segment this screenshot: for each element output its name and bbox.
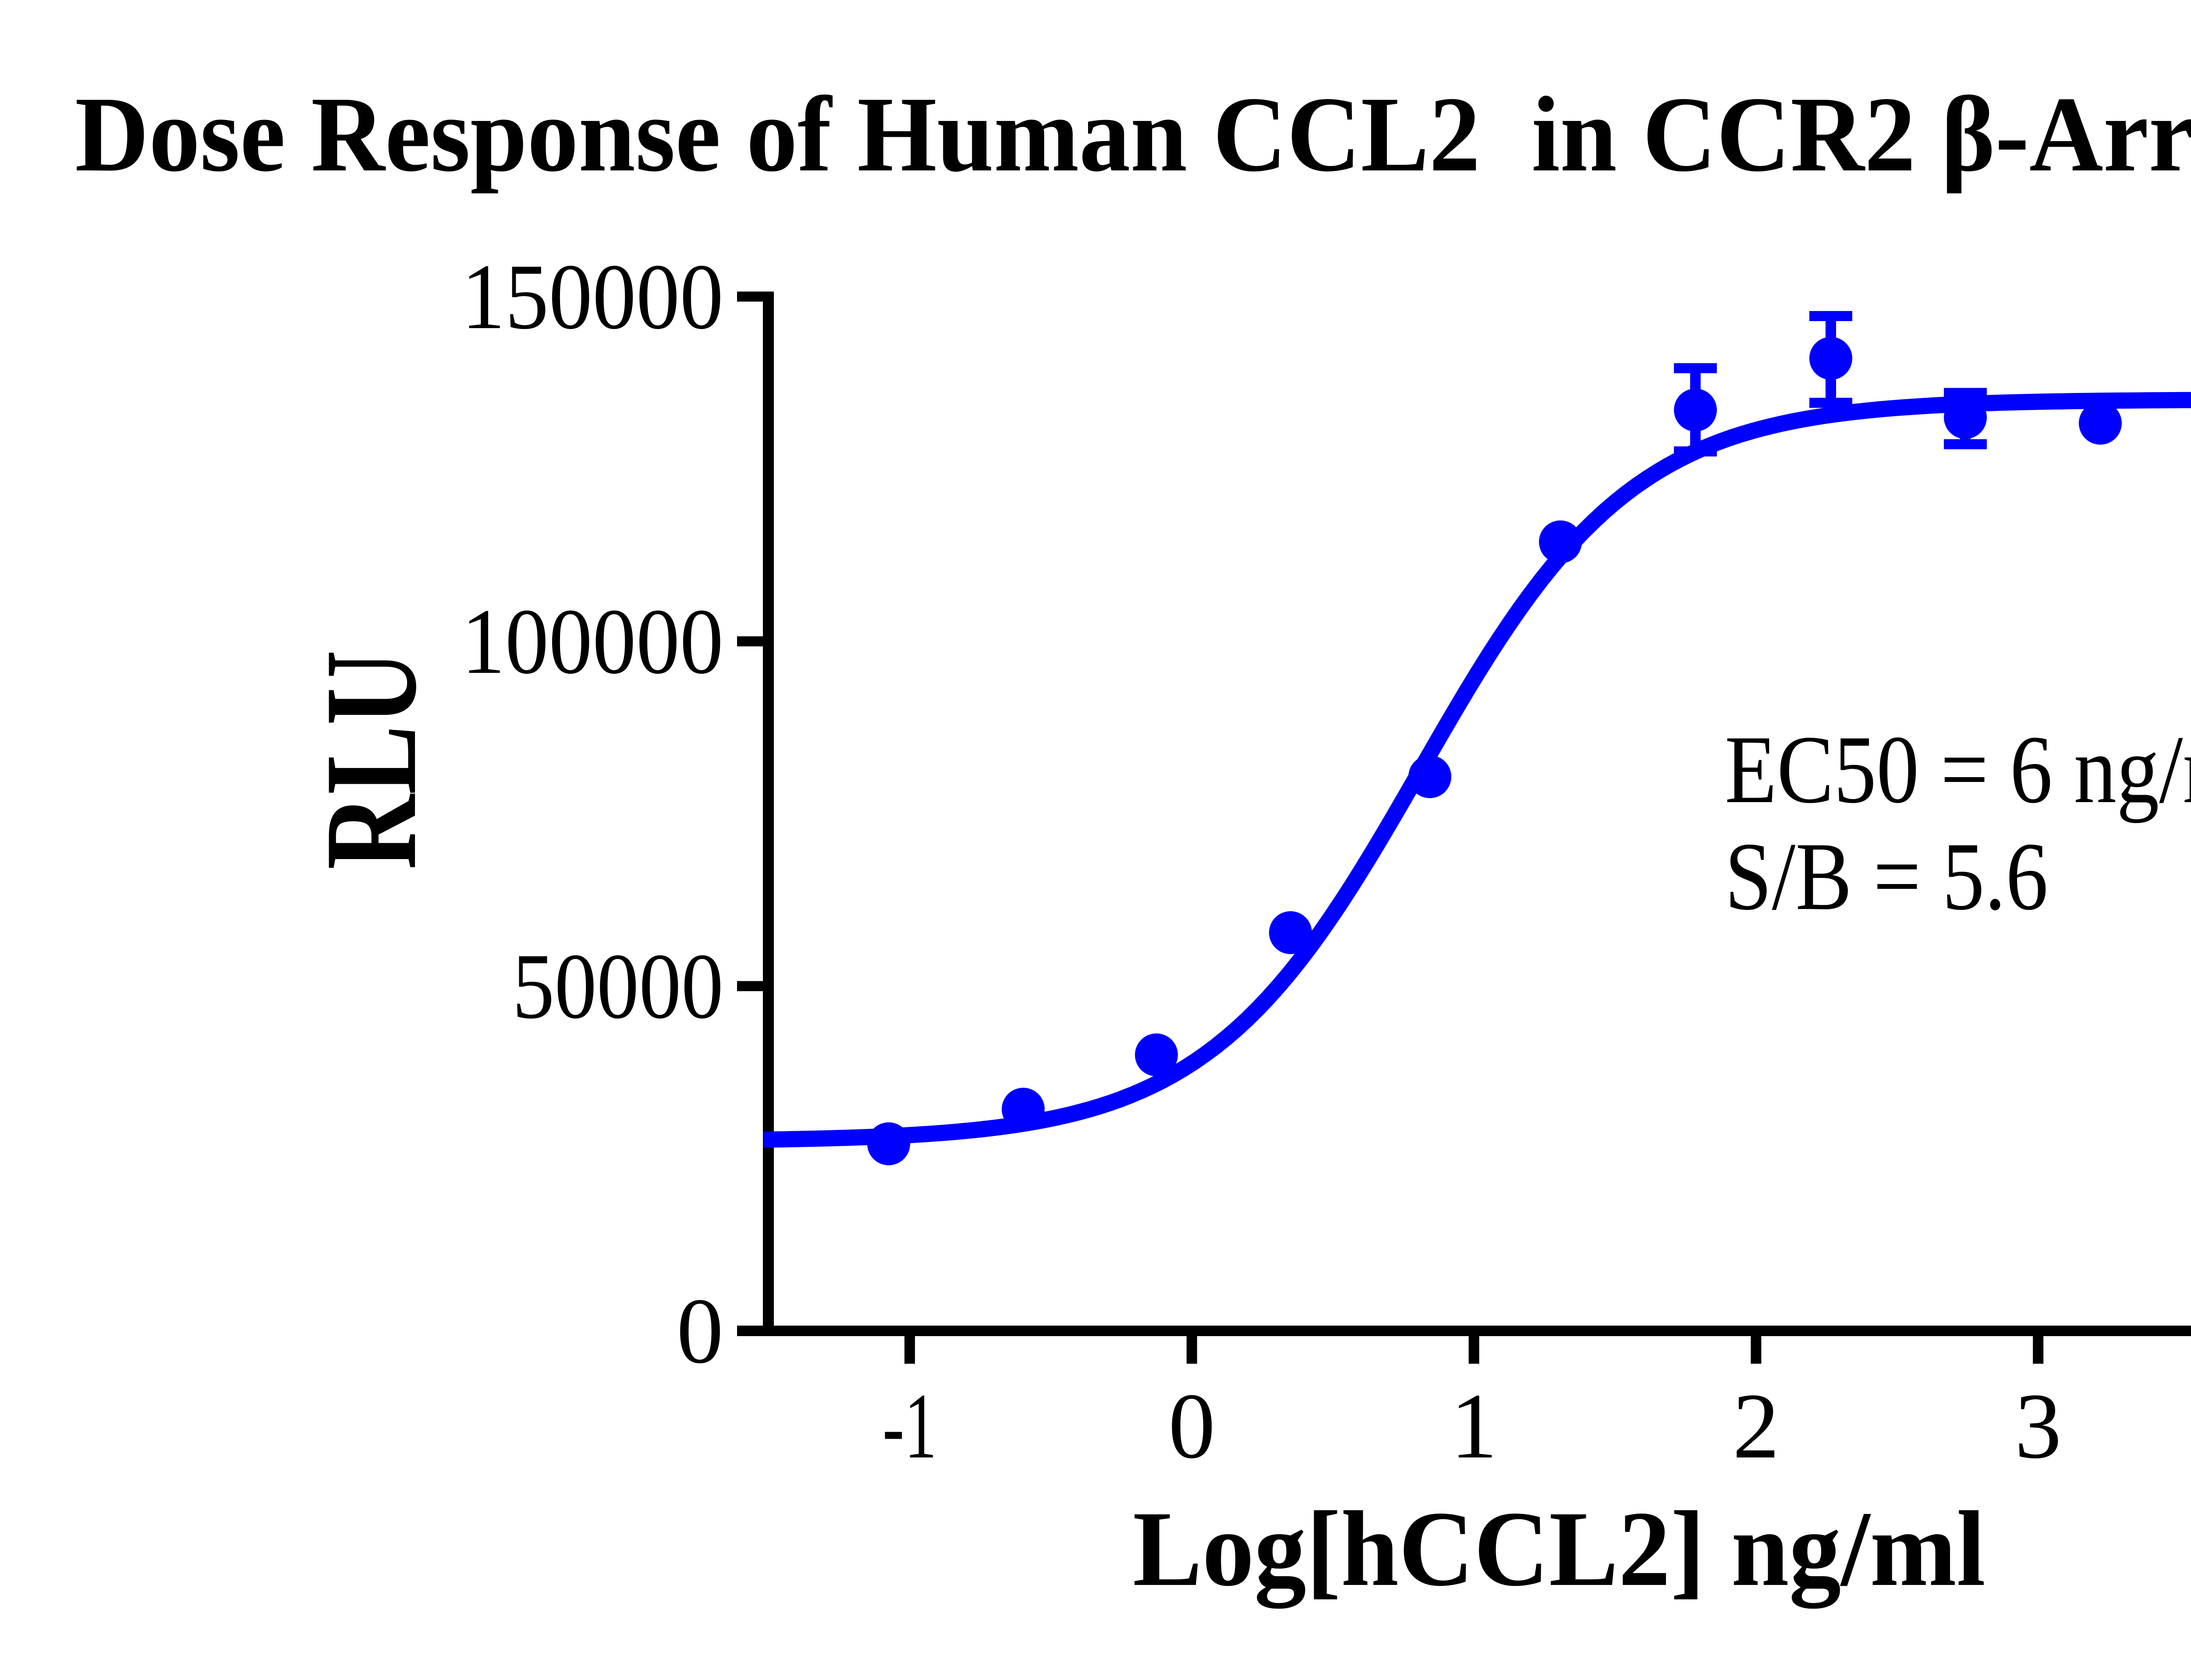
svg-text:Log[hCCL2] ng/ml: Log[hCCL2] ng/ml [1133,1489,1985,1609]
svg-text:EC50 = 6 ng/ml: EC50 = 6 ng/ml [1725,716,2191,824]
svg-text:1: 1 [1450,1374,1497,1478]
svg-text:2: 2 [1733,1374,1780,1478]
svg-text:50000: 50000 [512,934,723,1038]
svg-text:Dose Response of Human CCL2 i: Dose Response of Human CCL2 in CCR2 β-Ar… [75,75,2191,194]
svg-text:S/B = 5.6: S/B = 5.6 [1725,823,2048,930]
svg-text:0: 0 [1168,1374,1215,1478]
svg-text:150000: 150000 [461,245,723,349]
svg-text:3: 3 [2015,1374,2062,1478]
svg-text:100000: 100000 [461,590,723,693]
svg-text:RLU: RLU [298,650,443,870]
svg-text:-1: -1 [883,1374,937,1478]
svg-text:0: 0 [677,1279,723,1383]
